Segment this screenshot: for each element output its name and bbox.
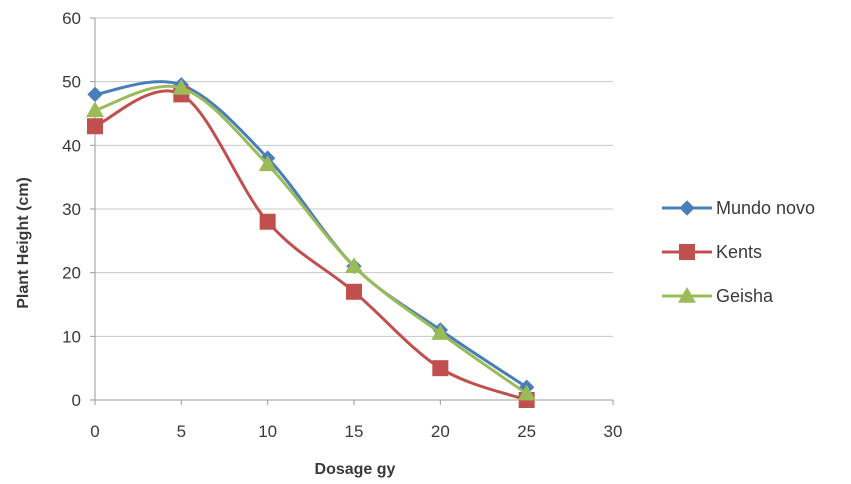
y-tick-label-60: 60 [62,9,81,28]
legend: Mundo novo Kents Geisha [662,198,815,306]
x-axis-label: Dosage gy [315,461,396,478]
series-geisha [86,79,536,401]
y-tick-label-40: 40 [62,136,81,155]
series-group [86,77,536,408]
point-geisha-20 [431,324,450,340]
point-kents-15 [346,283,362,300]
legend-label-mundo-novo: Mundo novo [716,198,815,218]
x-tick-label-0: 0 [90,422,99,441]
legend-label-kents: Kents [716,242,762,262]
y-tick-label-30: 30 [62,200,81,219]
series-line-geisha [94,84,528,395]
y-axis-label: Plant Height (cm) [15,177,32,309]
y-tick-label-10: 10 [62,327,81,346]
x-tick-label-15: 15 [345,422,364,441]
point-geisha-10 [258,155,277,172]
point-geisha-15 [345,257,363,274]
legend-marker-geisha [678,287,696,303]
y-tick-label-20: 20 [62,264,81,283]
x-tick-label-25: 25 [517,422,536,441]
x-tick-label-10: 10 [258,422,277,441]
series-mundo-novo [87,77,535,395]
legend-marker-mundo-novo [679,200,695,216]
point-mundo-novo-0 [87,86,103,103]
legend-item-mundo-novo: Mundo novo [662,198,815,218]
y-tick-labels: 0 10 20 30 40 50 60 [62,9,81,410]
point-geisha-25 [517,384,536,401]
series-kents [87,86,535,408]
y-tick-label-50: 50 [62,73,81,92]
legend-label-geisha: Geisha [716,286,774,306]
legend-item-geisha: Geisha [662,286,774,306]
point-geisha-5 [172,79,191,95]
legend-item-kents: Kents [662,242,762,262]
legend-marker-kents [679,244,695,260]
series-line-kents [94,89,528,402]
x-tick-labels: 0 5 10 15 20 25 30 [90,422,622,441]
x-tick-label-5: 5 [177,422,186,441]
point-kents-10 [259,213,276,230]
axes [90,17,614,405]
y-tick-label-0: 0 [72,391,81,410]
point-kents-20 [432,360,449,377]
series-line-mundo-novo [94,80,528,389]
point-geisha-0 [86,101,104,118]
point-kents-0 [87,118,103,135]
x-tick-label-30: 30 [604,422,623,441]
x-tick-label-20: 20 [431,422,450,441]
